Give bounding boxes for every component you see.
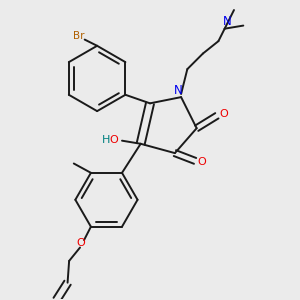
- Text: O: O: [109, 135, 118, 146]
- Text: H: H: [102, 135, 111, 146]
- Text: O: O: [198, 158, 206, 167]
- Text: O: O: [219, 109, 228, 119]
- Text: Br: Br: [73, 32, 84, 41]
- Text: N: N: [223, 15, 232, 28]
- Text: O: O: [76, 238, 85, 248]
- Text: N: N: [174, 84, 183, 97]
